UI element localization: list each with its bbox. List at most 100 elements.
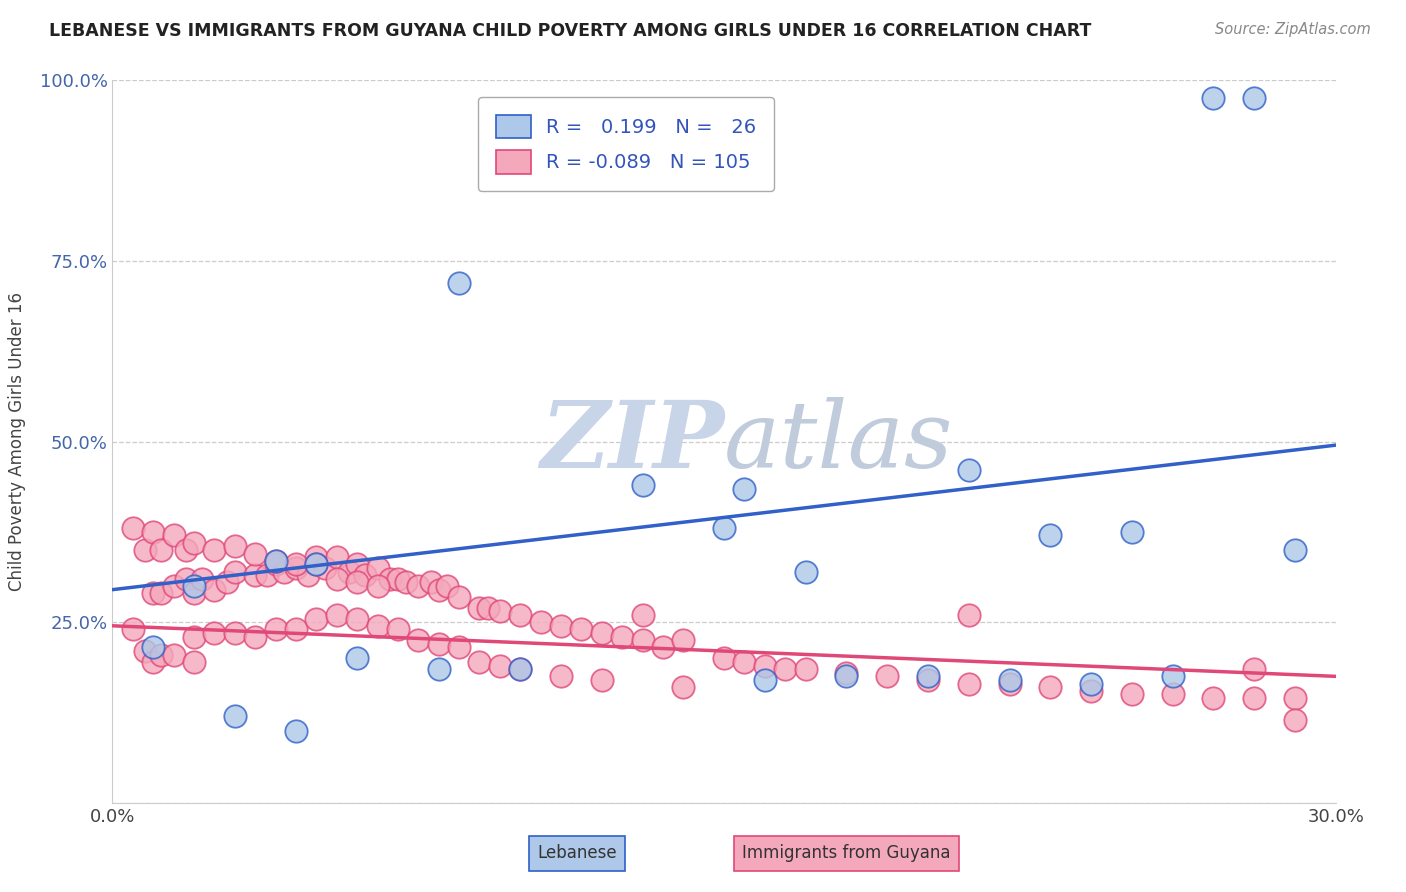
Point [631, 607, 654, 622]
Point [754, 658, 776, 673]
Point [1284, 691, 1306, 706]
Point [346, 575, 368, 590]
Point [215, 575, 238, 590]
Point [591, 673, 613, 687]
Point [652, 640, 675, 655]
Point [204, 582, 226, 597]
Point [468, 600, 491, 615]
Text: atlas: atlas [724, 397, 953, 486]
Point [326, 572, 349, 586]
Point [305, 558, 328, 572]
Point [378, 572, 401, 586]
Point [957, 607, 980, 622]
Point [122, 623, 145, 637]
Point [1202, 91, 1225, 105]
Point [337, 565, 360, 579]
Point [204, 626, 226, 640]
Point [224, 539, 246, 553]
Text: ZIP: ZIP [540, 397, 724, 486]
Point [366, 619, 388, 633]
Point [631, 478, 654, 492]
Point [794, 565, 817, 579]
Point [183, 579, 205, 593]
Point [477, 600, 499, 615]
Point [672, 680, 695, 694]
Point [734, 482, 756, 496]
Point [142, 655, 165, 669]
Point [957, 463, 980, 477]
Point [387, 572, 409, 586]
Point [957, 676, 980, 690]
Point [134, 644, 156, 658]
Point [713, 651, 735, 665]
Point [163, 648, 186, 662]
Point [1121, 524, 1143, 539]
Point [917, 673, 939, 687]
Point [509, 607, 531, 622]
Point [835, 669, 858, 683]
Point [224, 709, 246, 723]
Point [395, 575, 418, 590]
Point [183, 630, 205, 644]
Point [150, 648, 173, 662]
Point [314, 561, 336, 575]
Point [1039, 680, 1062, 694]
Point [550, 619, 572, 633]
Point [427, 662, 450, 676]
Point [224, 626, 246, 640]
Point [835, 665, 858, 680]
Point [142, 640, 165, 655]
Point [122, 521, 145, 535]
Point [264, 554, 287, 568]
Point [1284, 542, 1306, 557]
Point [305, 550, 328, 565]
Point [204, 542, 226, 557]
Point [224, 565, 246, 579]
Point [142, 524, 165, 539]
Point [245, 630, 267, 644]
Point [163, 579, 186, 593]
Text: Lebanese: Lebanese [537, 845, 617, 863]
Point [297, 568, 319, 582]
Point [183, 655, 205, 669]
Point [734, 655, 756, 669]
Point [150, 586, 173, 600]
Point [264, 554, 287, 568]
Point [1080, 676, 1102, 690]
Text: Immigrants from Guyana: Immigrants from Guyana [742, 845, 950, 863]
Point [1202, 691, 1225, 706]
Point [509, 662, 531, 676]
Point [346, 611, 368, 625]
Point [447, 640, 470, 655]
Point [245, 568, 267, 582]
Point [1284, 713, 1306, 727]
Point [346, 651, 368, 665]
Point [163, 528, 186, 542]
Point [366, 561, 388, 575]
Point [754, 673, 776, 687]
Point [1243, 662, 1265, 676]
Point [509, 662, 531, 676]
Point [713, 521, 735, 535]
Point [346, 558, 368, 572]
Point [1080, 683, 1102, 698]
Point [672, 633, 695, 648]
Point [427, 637, 450, 651]
Point [284, 623, 308, 637]
Point [489, 604, 512, 618]
Point [183, 586, 205, 600]
Point [191, 572, 214, 586]
Point [142, 586, 165, 600]
Point [284, 561, 308, 575]
Point [183, 535, 205, 549]
Point [326, 607, 349, 622]
Point [273, 565, 295, 579]
Point [550, 669, 572, 683]
Point [447, 276, 470, 290]
Point [1161, 669, 1184, 683]
Point [408, 579, 430, 593]
Point [419, 575, 441, 590]
Point [366, 579, 388, 593]
Point [1243, 91, 1265, 105]
Point [305, 611, 328, 625]
